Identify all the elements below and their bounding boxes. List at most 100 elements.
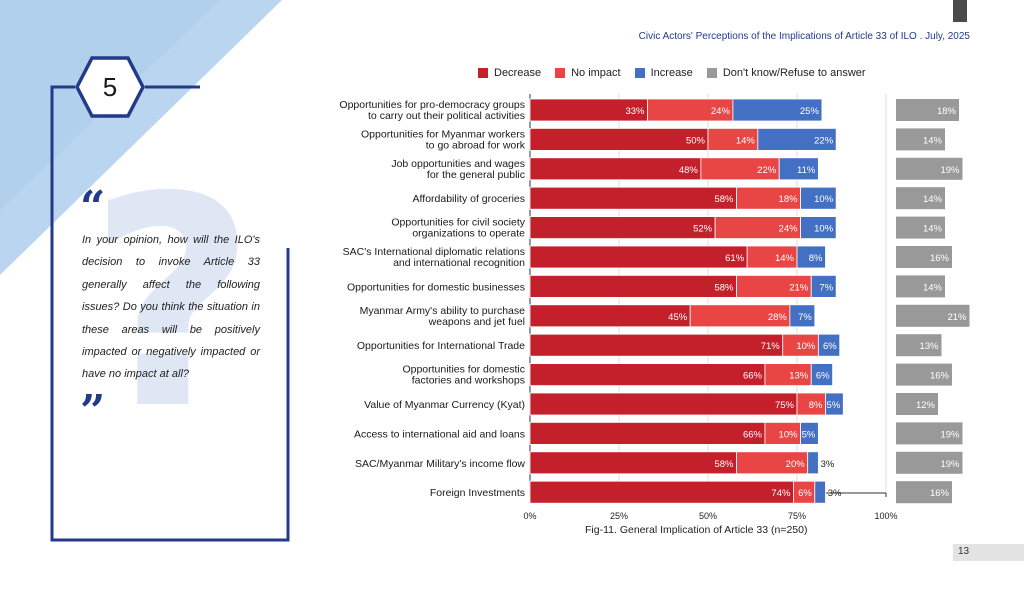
bar-0	[529, 157, 702, 181]
data-label: 3%	[828, 488, 842, 499]
bar-2	[778, 157, 819, 181]
open-quote-icon: “	[80, 182, 106, 233]
bar-dont-know	[896, 99, 959, 121]
figure-caption: Fig-11. General Implication of Article 3…	[585, 524, 808, 536]
bar-2	[800, 216, 837, 240]
bar-0	[529, 451, 737, 475]
data-label: 52%	[693, 224, 713, 235]
bar-0	[529, 392, 798, 416]
category-label: Myanmar Army's ability to purchase weapon…	[360, 305, 526, 328]
bar-0	[529, 363, 766, 387]
data-label: 14%	[923, 282, 943, 293]
data-label: 19%	[940, 165, 960, 176]
bar-0	[529, 333, 784, 357]
data-label: 19%	[940, 429, 960, 440]
bar-dont-know	[896, 157, 963, 180]
data-label: 5%	[827, 400, 841, 411]
data-label: 11%	[797, 165, 816, 176]
data-label: 6%	[823, 341, 837, 352]
data-label: 21%	[789, 282, 809, 293]
legend-swatch	[555, 68, 566, 78]
bar-0	[529, 421, 766, 445]
category-label: Foreign Investments	[430, 487, 525, 499]
data-label: 12%	[916, 400, 936, 411]
data-label: 24%	[779, 224, 799, 235]
bar-0	[529, 127, 709, 151]
bar-2	[757, 127, 837, 151]
bar-dont-know	[896, 451, 963, 474]
survey-question: In your opinion, how will the ILO's deci…	[82, 234, 260, 381]
data-label: 14%	[923, 194, 943, 205]
category-label: SAC's International diplomatic relations…	[343, 246, 526, 269]
page-number-bar	[953, 544, 1024, 561]
data-label: 13%	[919, 341, 939, 352]
data-label: 21%	[947, 312, 967, 323]
legend-item: Increase	[634, 67, 693, 79]
legend-item: No impact	[555, 67, 621, 79]
legend-label: Decrease	[494, 67, 542, 79]
bar-dont-know	[896, 128, 945, 151]
data-label: 20%	[786, 459, 806, 470]
data-label: 16%	[930, 253, 950, 264]
data-label: 58%	[714, 282, 734, 293]
data-label: 7%	[819, 282, 833, 293]
data-label: 14%	[736, 135, 756, 146]
bar-2	[807, 451, 819, 475]
x-tick-label: 75%	[788, 511, 806, 521]
data-label: 18%	[779, 194, 799, 205]
x-tick-label: 25%	[610, 511, 628, 521]
category-label: Value of Myanmar Currency (Kyat)	[364, 399, 525, 411]
data-label: 58%	[714, 459, 734, 470]
data-label: 50%	[686, 135, 706, 146]
data-label: 10%	[779, 429, 799, 440]
data-label: 13%	[789, 371, 809, 382]
bar-dont-know	[896, 363, 952, 386]
bar-0	[529, 216, 716, 240]
data-label: 58%	[714, 194, 734, 205]
hexagon-icon	[75, 56, 145, 118]
section-number: 5	[102, 71, 118, 102]
data-label: 74%	[771, 488, 791, 499]
bar-dont-know	[896, 216, 945, 239]
bar-dont-know	[896, 334, 942, 357]
bar-2	[810, 274, 837, 298]
category-label: Opportunities for domestic businesses	[347, 281, 525, 293]
page-number: 13	[958, 546, 970, 557]
bar-0	[529, 274, 737, 298]
data-label: 61%	[725, 253, 745, 264]
category-label: Opportunities for Myanmar workers to go a…	[361, 128, 526, 151]
section-badge: 5	[75, 56, 145, 118]
data-label: 10%	[814, 194, 834, 205]
data-label: 14%	[923, 135, 943, 146]
data-label: 28%	[768, 312, 788, 323]
category-label: Job opportunities and wages for the gener…	[391, 158, 525, 181]
data-label: 66%	[743, 429, 763, 440]
bar-2	[825, 392, 844, 416]
data-label: 7%	[798, 312, 812, 323]
data-label: 45%	[668, 312, 688, 323]
chart-legend: Decrease No impact Increase Don't know/Refu…	[478, 67, 866, 79]
category-label: Opportunities for civil society organizat…	[391, 217, 525, 240]
bar-dont-know	[896, 481, 952, 504]
data-label: 10%	[796, 341, 816, 352]
bar-2	[789, 304, 816, 328]
data-label: 18%	[937, 106, 957, 117]
data-label: 6%	[816, 371, 830, 382]
data-label: 22%	[757, 165, 777, 176]
category-label: Opportunities for International Trade	[357, 340, 525, 352]
category-label: SAC/Myanmar Military's income flow	[355, 458, 525, 470]
data-label: 22%	[814, 135, 834, 146]
data-label: 14%	[775, 253, 795, 264]
bar-2	[810, 363, 833, 387]
data-label: 33%	[625, 106, 645, 117]
legend-swatch	[634, 68, 645, 78]
bar-0	[529, 480, 794, 504]
data-label: 48%	[679, 165, 699, 176]
bar-2	[817, 333, 841, 357]
legend-label: Increase	[650, 67, 693, 79]
legend-item: Decrease	[478, 67, 541, 79]
legend-swatch	[706, 68, 717, 78]
data-label: 24%	[711, 106, 731, 117]
category-label: Affordability of groceries	[413, 193, 525, 205]
